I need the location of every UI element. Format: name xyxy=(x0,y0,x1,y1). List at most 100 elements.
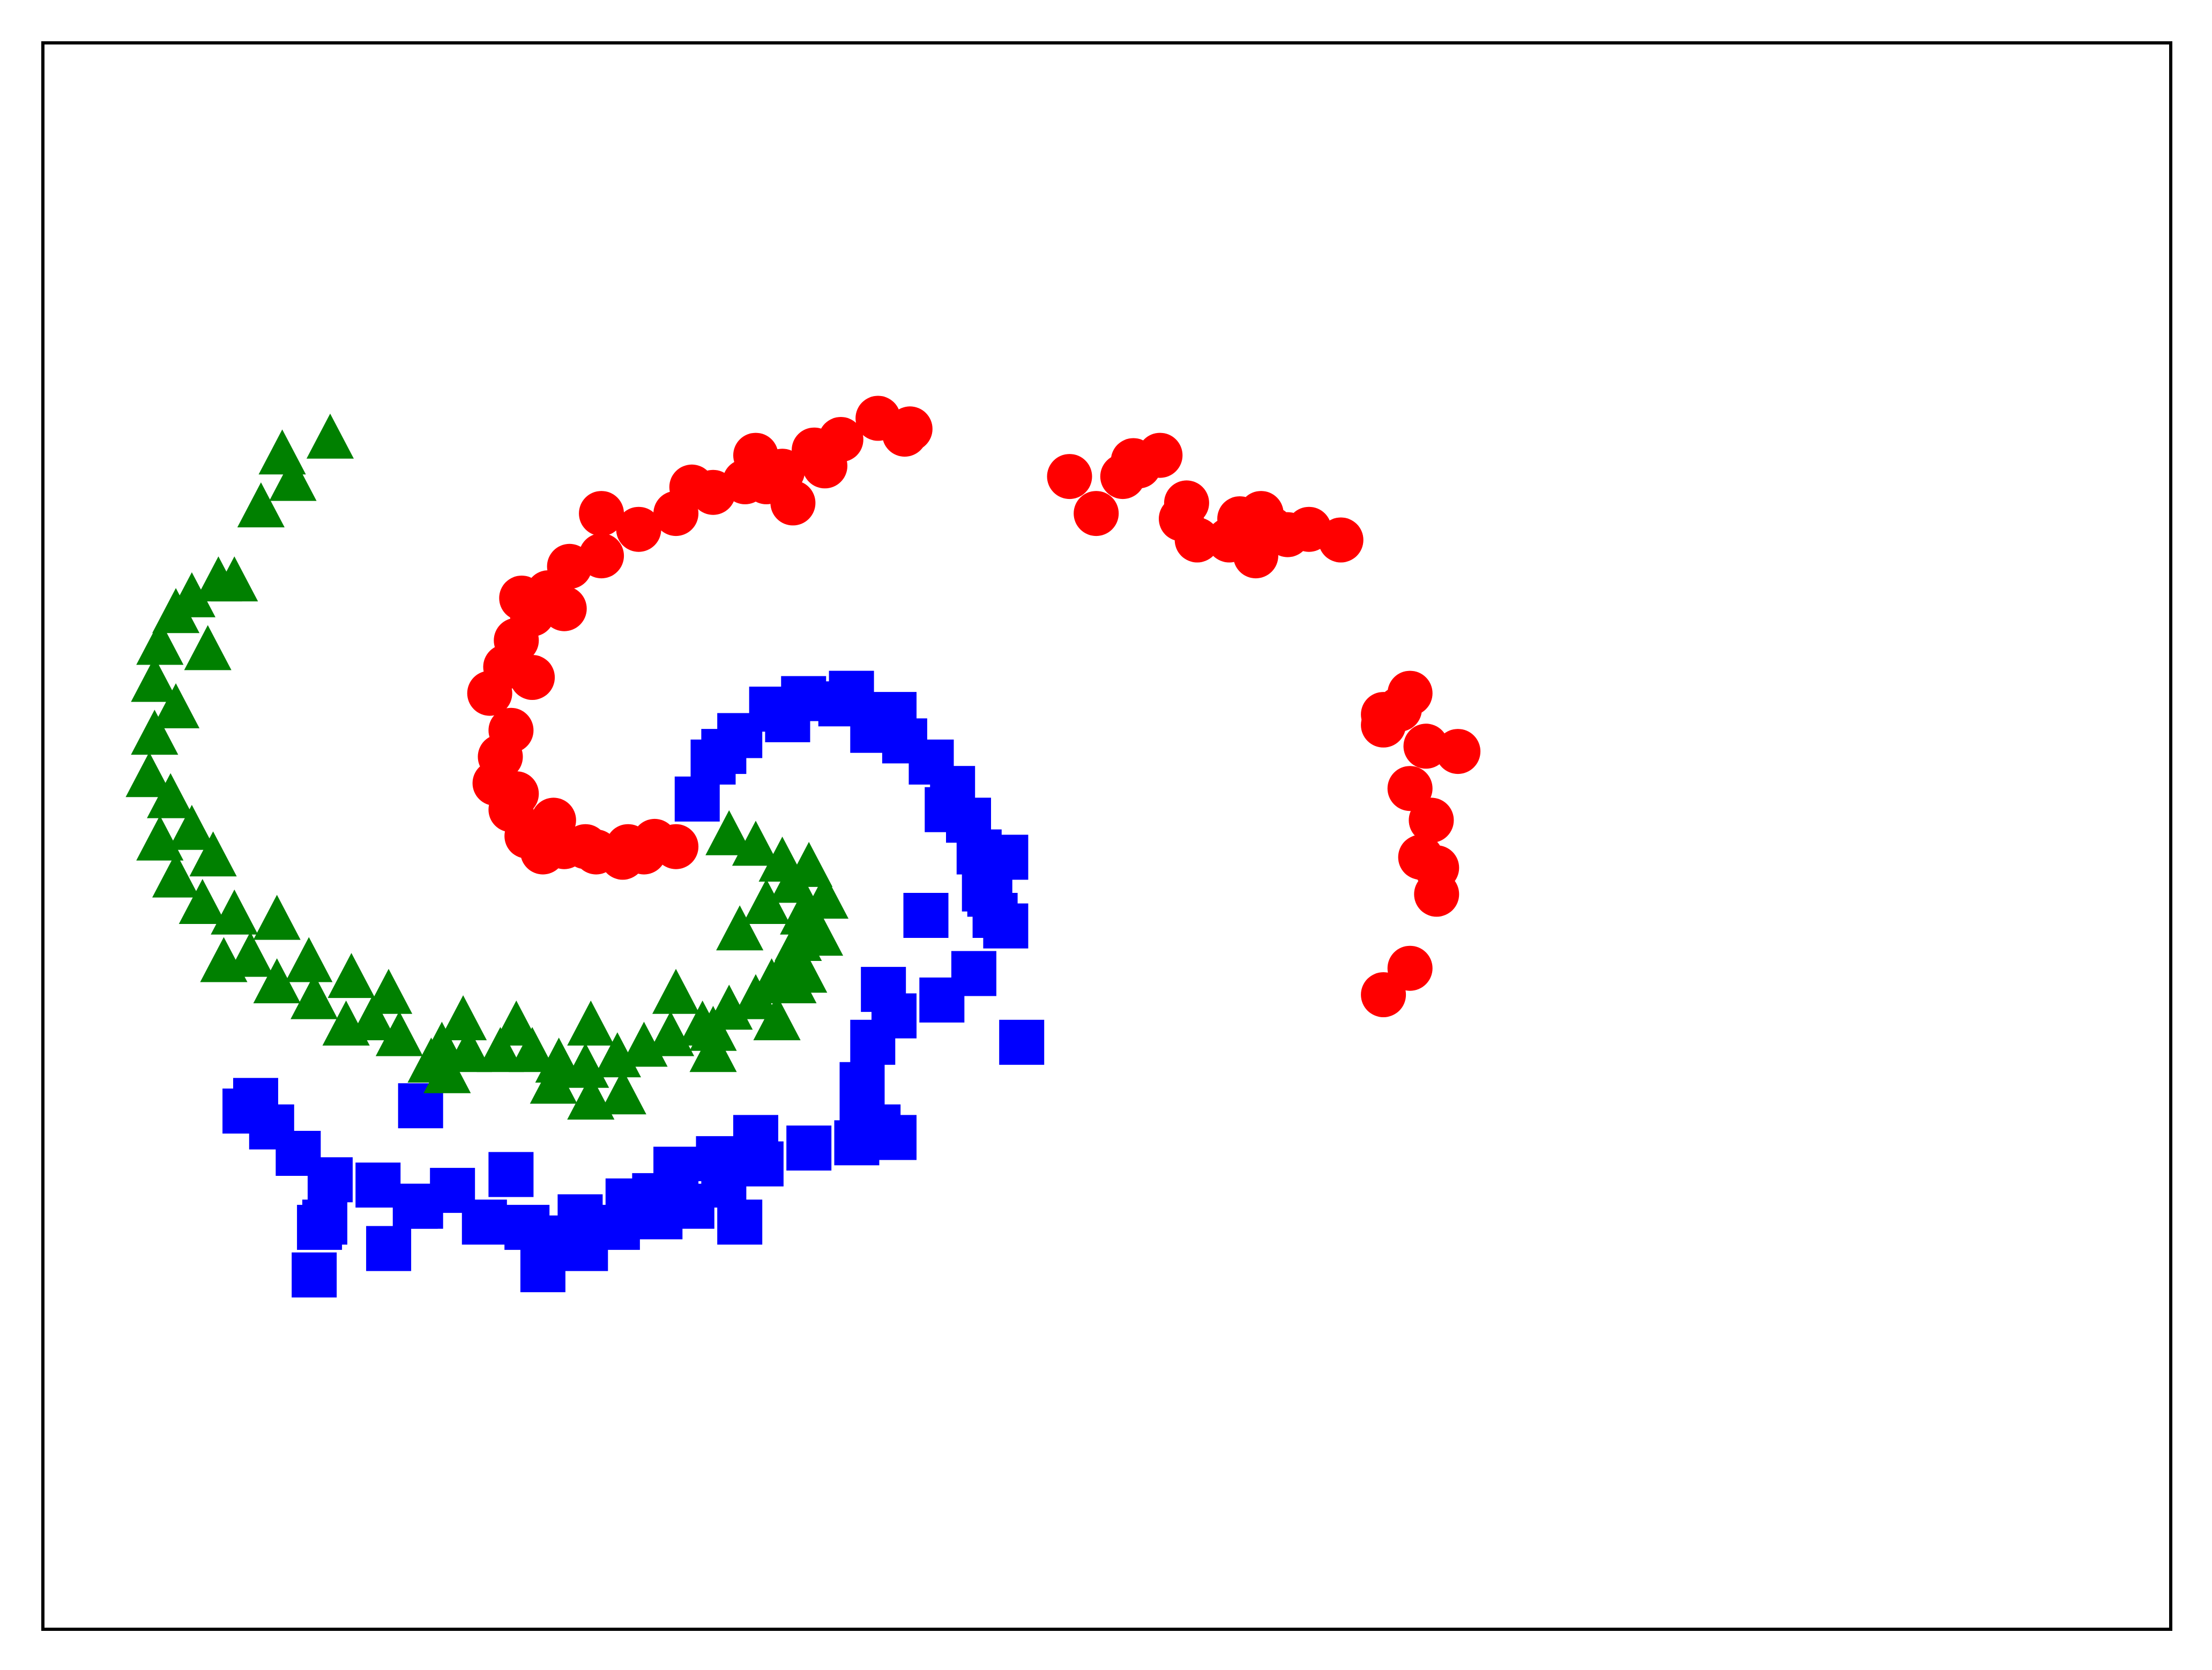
square-point xyxy=(297,1205,342,1250)
circle-point xyxy=(733,433,778,478)
circle-point xyxy=(1403,724,1449,769)
triangle-point xyxy=(652,968,700,1014)
series-circle xyxy=(467,396,1481,1017)
square-point xyxy=(701,729,747,774)
triangle-point xyxy=(716,905,764,951)
square-point xyxy=(903,893,949,938)
series-square xyxy=(222,670,1045,1298)
circle-point xyxy=(579,533,624,579)
square-point xyxy=(765,697,810,742)
square-point xyxy=(222,1089,268,1134)
square-point xyxy=(829,670,874,716)
square-point xyxy=(366,1226,412,1271)
square-point xyxy=(632,1173,677,1218)
triangle-point xyxy=(131,710,178,755)
circle-point xyxy=(1206,517,1252,563)
triangle-point xyxy=(189,831,237,877)
circle-point xyxy=(669,464,714,510)
triangle-point xyxy=(253,958,301,1003)
plot-frame xyxy=(41,41,2172,1631)
triangle-point xyxy=(509,1027,556,1072)
square-point xyxy=(733,1115,778,1160)
triangle-point xyxy=(291,974,338,1019)
square-point xyxy=(292,1252,337,1298)
square-point xyxy=(983,834,1029,880)
circle-point xyxy=(1361,972,1406,1017)
square-point xyxy=(850,1019,896,1065)
triangle-point xyxy=(705,810,753,855)
triangle-point xyxy=(253,894,301,940)
circle-point xyxy=(510,655,555,700)
circle-point xyxy=(488,707,534,753)
circle-point xyxy=(1174,517,1220,563)
triangle-point xyxy=(407,1038,455,1083)
square-point xyxy=(925,787,970,832)
triangle-point xyxy=(440,995,487,1040)
square-point xyxy=(861,967,906,1012)
circle-point xyxy=(1318,517,1364,563)
triangle-point xyxy=(753,995,801,1040)
circle-point xyxy=(1361,692,1406,737)
square-point xyxy=(520,1247,565,1293)
circle-point xyxy=(531,797,576,843)
square-point xyxy=(855,1104,901,1150)
circle-point xyxy=(1387,766,1433,811)
triangle-point xyxy=(593,1032,641,1078)
circle-point xyxy=(541,586,587,631)
triangle-point xyxy=(732,974,779,1019)
triangle-point xyxy=(567,1075,615,1120)
square-point xyxy=(392,1183,438,1229)
triangle-point xyxy=(732,821,779,866)
triangle-point xyxy=(493,1000,540,1046)
triangle-point xyxy=(647,1011,695,1056)
triangle-point xyxy=(269,456,317,501)
triangle-point xyxy=(327,953,375,998)
triangle-point xyxy=(200,937,248,982)
square-point xyxy=(717,1199,763,1245)
triangle-point xyxy=(168,572,215,617)
triangle-point xyxy=(375,1011,423,1056)
triangle-point xyxy=(530,1058,577,1104)
square-point xyxy=(488,1152,534,1197)
circle-point xyxy=(499,576,545,621)
square-point xyxy=(999,1019,1045,1065)
triangle-point xyxy=(237,482,285,527)
triangle-point xyxy=(152,683,200,728)
triangle-point xyxy=(769,958,817,1003)
triangle-point xyxy=(125,752,173,797)
triangle-point xyxy=(211,556,258,602)
circle-point xyxy=(1111,438,1156,483)
square-point xyxy=(919,977,965,1023)
circle-point xyxy=(887,406,933,452)
triangle-point xyxy=(285,937,333,982)
triangle-point xyxy=(599,1069,646,1115)
circle-point xyxy=(1047,454,1092,499)
triangle-point xyxy=(796,911,844,956)
triangle-point xyxy=(136,620,184,665)
square-point xyxy=(504,1205,550,1250)
triangle-point xyxy=(306,413,354,459)
triangle-point xyxy=(785,841,833,887)
square-point xyxy=(872,692,917,737)
circle-point xyxy=(1414,871,1459,917)
circle-point xyxy=(802,443,847,489)
circle-point xyxy=(1238,491,1284,536)
data-points xyxy=(125,396,1481,1298)
triangle-point xyxy=(152,852,200,898)
circle-point xyxy=(1164,480,1209,526)
triangle-point xyxy=(620,1022,668,1067)
circle-point xyxy=(579,491,624,536)
circle-point xyxy=(494,771,539,817)
triangle-point xyxy=(168,804,215,850)
triangle-point xyxy=(178,879,226,924)
circle-point xyxy=(563,824,608,869)
square-point xyxy=(557,1194,603,1240)
triangle-point xyxy=(567,1000,615,1046)
triangle-point xyxy=(689,1005,737,1051)
triangle-point xyxy=(184,625,232,670)
triangle-point xyxy=(801,874,849,919)
triangle-point xyxy=(365,968,413,1014)
triangle-point xyxy=(322,1000,370,1046)
triangle-point xyxy=(742,879,790,924)
